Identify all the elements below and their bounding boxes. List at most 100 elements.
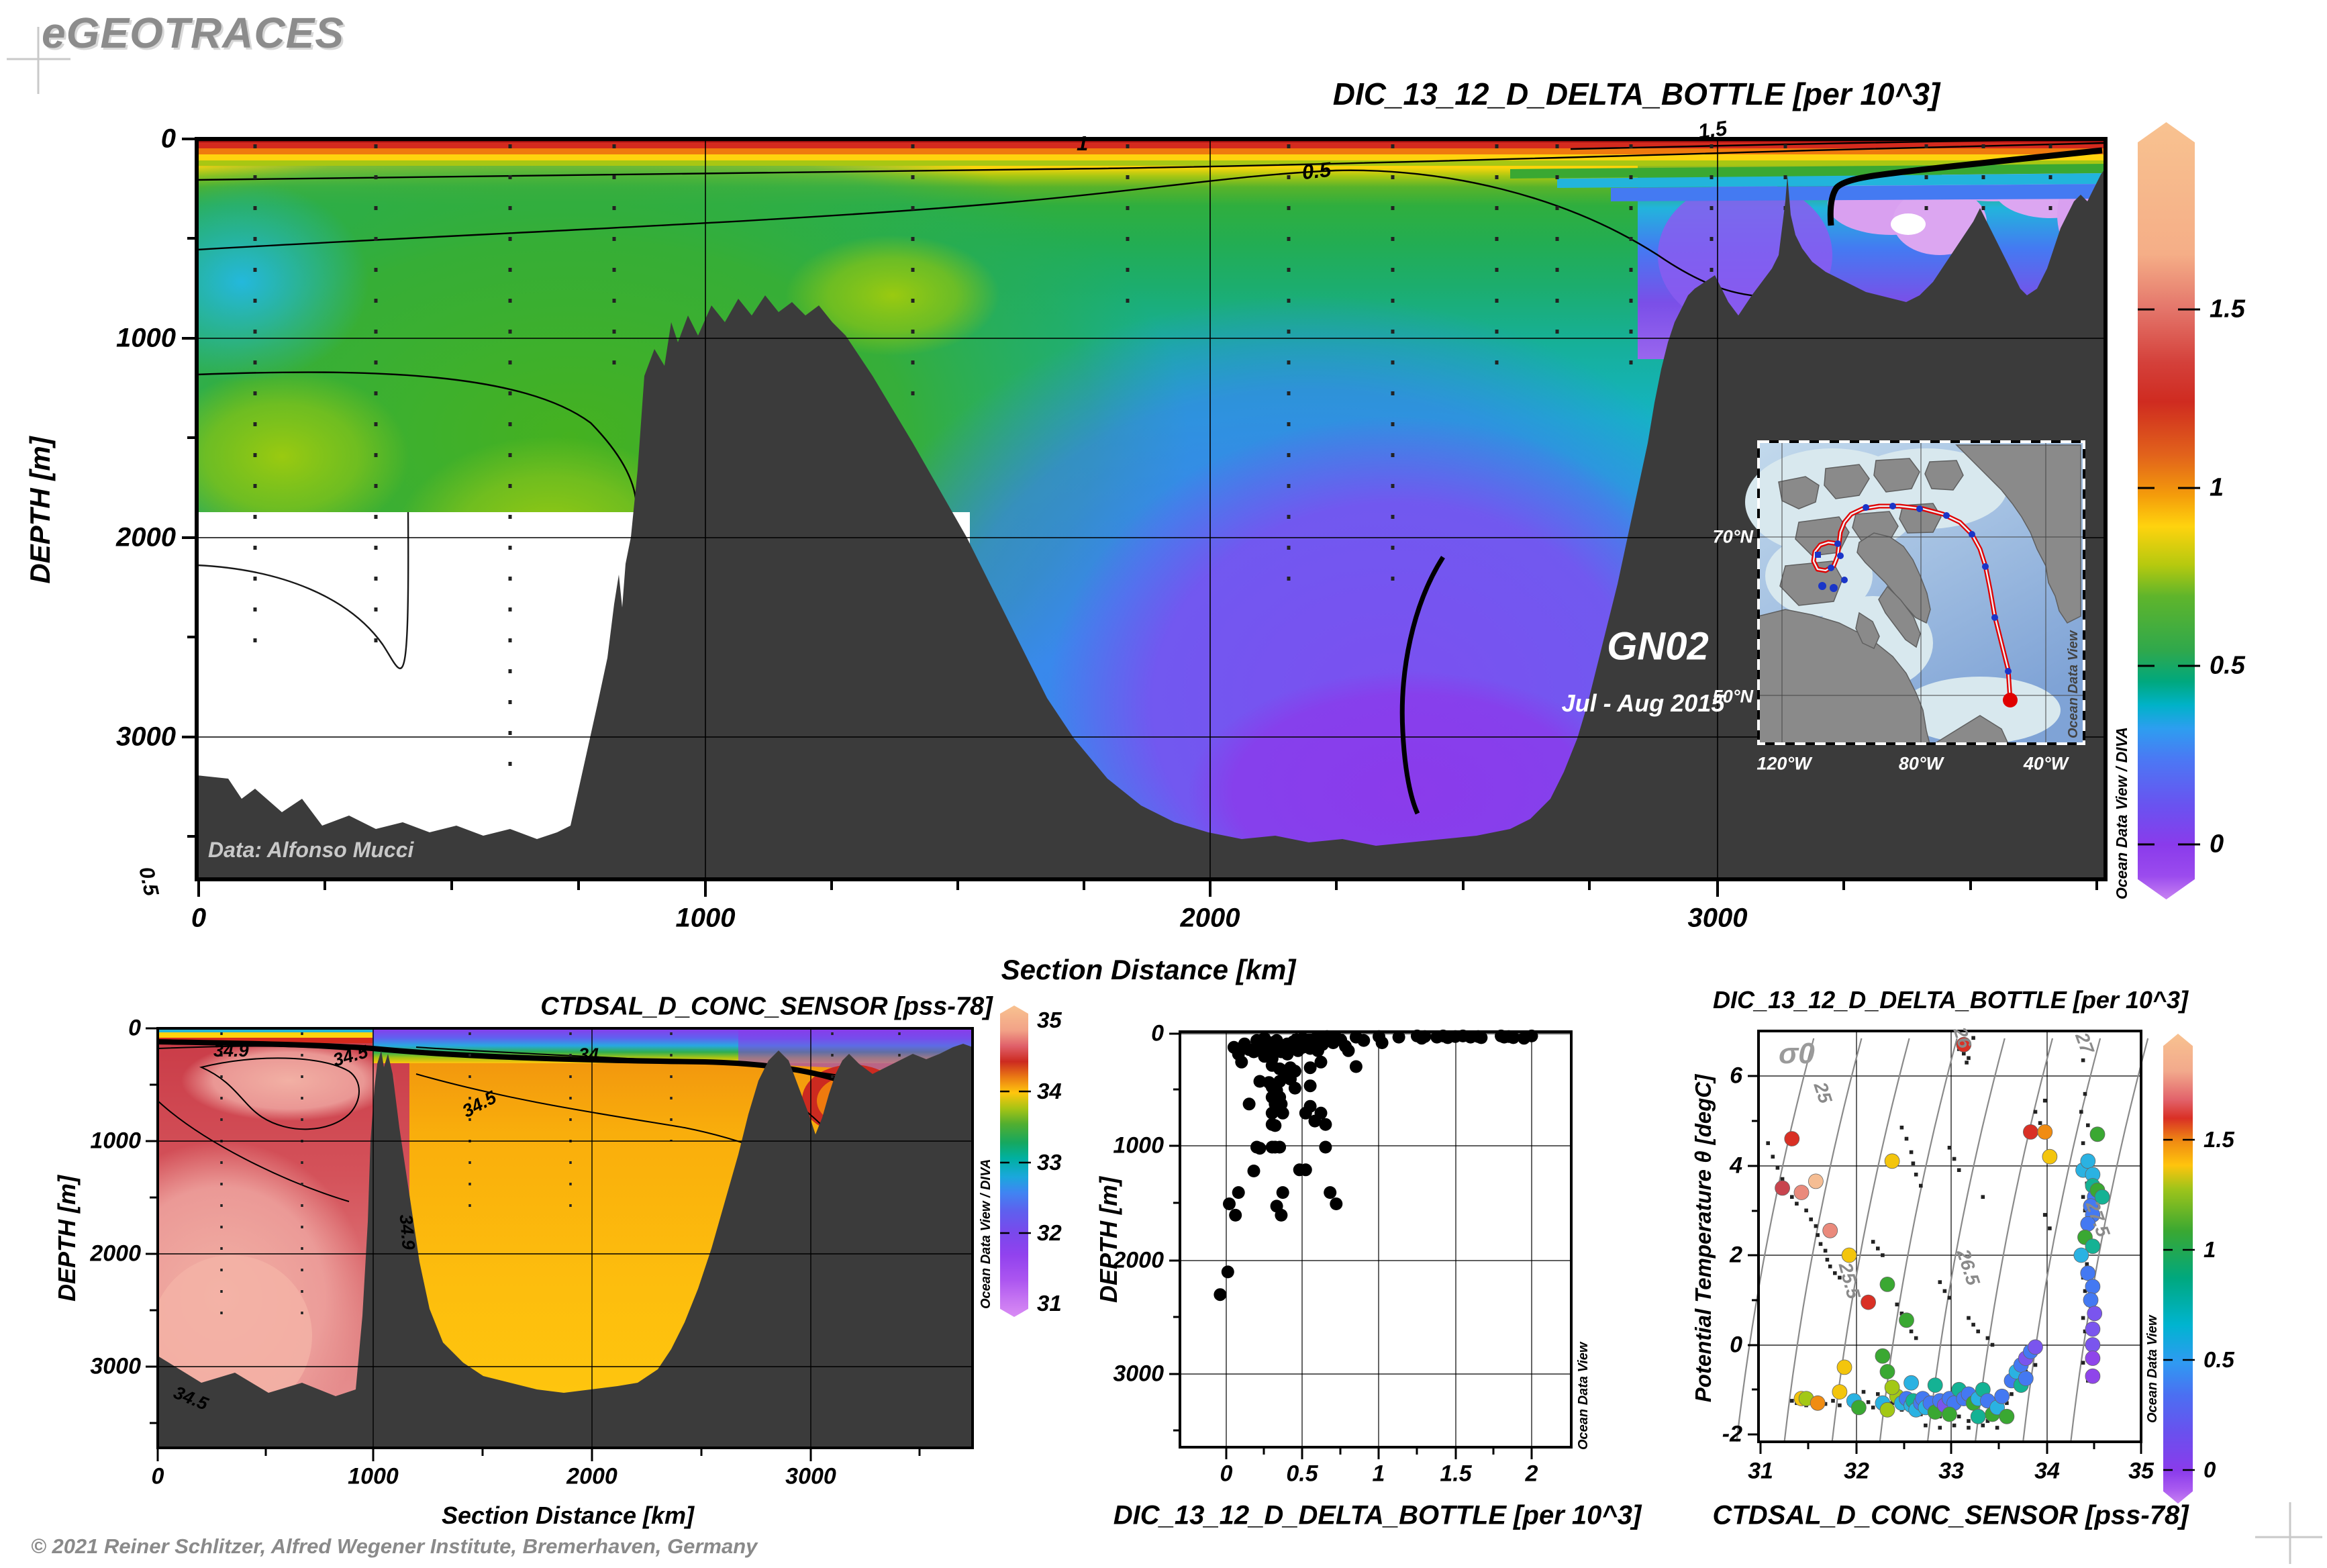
sal-cbar-34: 34 [1037, 1079, 1062, 1104]
sal-cbar-32: 32 [1037, 1220, 1062, 1245]
map-lat-70n: 70°N [1712, 526, 1753, 547]
prof-ylabel: DEPTH [m] [1095, 1177, 1122, 1303]
sal-section-plot [146, 1027, 974, 1461]
prof-ytick-0: 0 [1151, 1020, 1164, 1046]
sal-contour-349: 34.9 [213, 1040, 249, 1061]
sal-colorbar-gradient [1000, 1006, 1028, 1317]
sal-plot-frame [156, 1027, 974, 1449]
main-ytick-3000: 3000 [116, 722, 176, 752]
copyright-footer: © 2021 Reiner Schlitzer, Alfred Wegener … [31, 1534, 758, 1558]
ts-cbar-1: 1 [2204, 1237, 2216, 1262]
sal-axis-ticks [146, 1027, 921, 1461]
ts-plot [1737, 1030, 2148, 1454]
ts-ytick-0: 0 [1730, 1332, 1742, 1358]
campaign-period: Jul - Aug 2015 [1561, 689, 1725, 717]
sal-title: CTDSAL_D_CONC_SENSOR [pss-78] [540, 992, 993, 1021]
prof-xtick-1: 1 [1372, 1461, 1385, 1487]
main-axis-ticks [182, 138, 2098, 897]
main-colorbar-gradient [2138, 122, 2195, 899]
main-colorbar-ticks [2138, 308, 2200, 846]
main-plot-frame [195, 137, 2108, 881]
prof-xtick-15: 1.5 [1440, 1461, 1472, 1487]
ts-ytick-6: 6 [1730, 1063, 1742, 1089]
cruise-track [1811, 503, 2018, 707]
profile-axis-ticks [1169, 1032, 1533, 1459]
ts-colorbar-gradient [2163, 1034, 2193, 1504]
main-cbar-label-15: 1.5 [2210, 295, 2245, 324]
sal-bathymetry [158, 1044, 973, 1448]
ts-xtick-32: 32 [1844, 1458, 1869, 1484]
prof-xlabel: DIC_13_12_D_DELTA_BOTTLE [per 10^3] [1113, 1500, 1642, 1530]
sal-colorbar [1000, 1006, 1028, 1317]
ts-xtick-33: 33 [1938, 1458, 1964, 1484]
crop-mark-bottomright [2255, 1502, 2322, 1564]
ts-ytick-4: 4 [1730, 1153, 1742, 1179]
sal-colorbar-ticks [1000, 1090, 1031, 1234]
contour-label-1: 1 [1077, 132, 1089, 155]
main-cbar-label-1: 1 [2210, 473, 2224, 502]
sal-ytick-1000: 1000 [90, 1128, 141, 1154]
sal-ylabel: DEPTH [m] [53, 1175, 81, 1302]
prof-ytick-1000: 1000 [1113, 1132, 1164, 1159]
ts-colored-points [1775, 1036, 2110, 1424]
main-xtick-3000: 3000 [1687, 903, 1748, 933]
egeotraces-logo: eGEOTRACES [42, 9, 344, 57]
sal-contour-34: 34 [579, 1044, 599, 1065]
ts-ylabel: Potential Temperature θ [degC] [1691, 1074, 1716, 1403]
main-colorbar [2138, 122, 2195, 899]
main-ytick-1000: 1000 [116, 323, 176, 353]
ts-odv-watermark: Ocean Data View [2145, 1315, 2160, 1423]
contour-label-05: 0.5 [1301, 157, 1332, 185]
sal-ytick-2000: 2000 [90, 1240, 141, 1267]
sigma-label: σ0 [1779, 1037, 1815, 1070]
contour-label-15: 1.5 [1696, 116, 1729, 144]
prof-xtick-05: 0.5 [1286, 1461, 1318, 1487]
main-ytick-0: 0 [160, 124, 176, 154]
main-bathymetry [197, 168, 2106, 879]
ts-xtick-35: 35 [2128, 1458, 2154, 1484]
campaign-label: GN02 [1607, 624, 1709, 669]
map-odv-watermark: Ocean Data View [2066, 630, 2081, 738]
track-end-dot [2003, 693, 2018, 707]
ts-xlabel: CTDSAL_D_CONC_SENSOR [pss-78] [1712, 1500, 2189, 1530]
main-xtick-2000: 2000 [1180, 903, 1240, 933]
sal-odv-watermark: Ocean Data View / DIVA [979, 1159, 993, 1309]
map-border-dashed [1757, 440, 2085, 745]
crop-mark-topleft [7, 27, 70, 94]
ts-cbar-0: 0 [2204, 1457, 2216, 1482]
map-graticule [1759, 442, 2084, 744]
ts-colorbar-ticks [2163, 1138, 2195, 1471]
data-credit: Data: Alfonso Mucci [208, 838, 414, 862]
main-xtick-1000: 1000 [675, 903, 736, 933]
map-lon-120w: 120°W [1756, 753, 1812, 774]
ts-xtick-31: 31 [1748, 1458, 1773, 1484]
main-ylabel: DEPTH [m] [24, 436, 56, 584]
sal-xtick-2000: 2000 [566, 1463, 617, 1489]
profile-plot-frame [1179, 1030, 1573, 1449]
map-lat-50n: 50°N [1712, 686, 1753, 707]
main-xtick-0: 0 [191, 903, 207, 933]
prof-xtick-2: 2 [1525, 1461, 1538, 1487]
map-land [1758, 444, 2081, 744]
sal-ytick-0: 0 [128, 1015, 141, 1041]
ts-xtick-34: 34 [2034, 1458, 2060, 1484]
profile-scatter-plot [1169, 1029, 1573, 1459]
sal-cbar-31: 31 [1037, 1291, 1062, 1316]
main-cbar-label-05: 0.5 [2210, 651, 2245, 680]
ts-ytick-2: 2 [1730, 1242, 1742, 1268]
prof-ytick-2000: 2000 [1113, 1247, 1164, 1273]
ts-ytick-m2: -2 [1722, 1421, 1742, 1447]
main-cbar-label-0: 0 [2210, 830, 2224, 859]
ts-title: DIC_13_12_D_DELTA_BOTTLE [per 10^3] [1713, 986, 2188, 1014]
station-dots [1815, 503, 2012, 675]
prof-ytick-3000: 3000 [1113, 1361, 1164, 1387]
prof-odv-watermark: Ocean Data View [1576, 1342, 1591, 1450]
sal-contour-349v: 34.9 [395, 1213, 419, 1251]
ts-cbar-15: 1.5 [2204, 1127, 2234, 1152]
map-lon-80w: 80°W [1898, 753, 1944, 774]
sal-xlabel: Section Distance [km] [441, 1502, 695, 1529]
map-lon-40w: 40°W [2023, 753, 2069, 774]
ts-colorbar [2163, 1034, 2193, 1504]
